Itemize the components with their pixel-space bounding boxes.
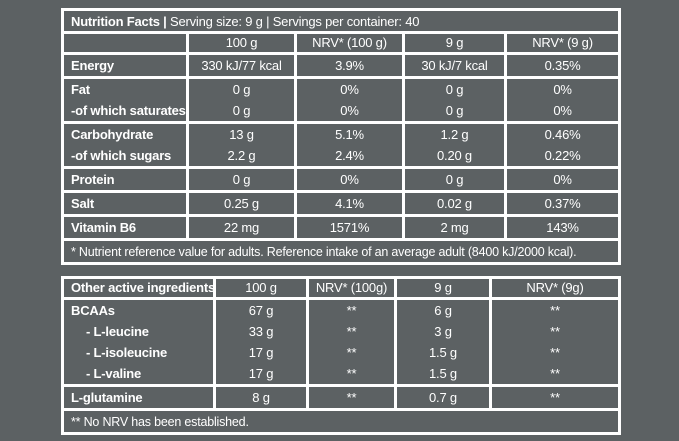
- nutrition-title-bold: Nutrition Facts |: [71, 13, 167, 29]
- cell-label: Protein: [61, 166, 189, 193]
- column-header-other-active-ingredients: Other active ingredients: [61, 276, 216, 300]
- ingredients-footnote-row: ** No NRV has been established.: [61, 408, 621, 435]
- cell-value: 0%: [294, 166, 405, 193]
- cell-value: 0.25 g: [186, 190, 297, 217]
- nutrition-facts-table: Nutrition Facts | Serving size: 9 g | Se…: [60, 8, 622, 265]
- cell-value: 0% 0%: [294, 76, 405, 124]
- column-header-100g: 100 g: [186, 31, 297, 55]
- cell-label: Energy: [61, 52, 189, 79]
- no-nrv-footnote: ** No NRV has been established.: [61, 408, 621, 435]
- cell-value: 0.46% 0.22%: [503, 121, 622, 169]
- cell-label: Carbohydrate -of which sugars: [61, 121, 189, 169]
- cell-value: 0 g 0 g: [402, 76, 507, 124]
- cell-value: **: [489, 384, 621, 411]
- cell-value: **: [306, 384, 397, 411]
- ingredients-column-header-row: Other active ingredients 100 g NRV* (100…: [61, 276, 621, 300]
- cell-value: 0 g: [402, 166, 507, 193]
- cell-value: 143%: [503, 214, 622, 241]
- nutrition-column-header-row: 100 g NRV* (100 g) 9 g NRV* (9 g): [61, 31, 622, 55]
- cell-label: BCAAs - L-leucine - L-isoleucine - L-val…: [61, 297, 216, 387]
- cell-label: Salt: [61, 190, 189, 217]
- cell-value: ** ** ** **: [489, 297, 621, 387]
- cell-value: 3.9%: [294, 52, 405, 79]
- column-header-9g: 9 g: [402, 31, 507, 55]
- cell-value: 67 g 33 g 17 g 17 g: [213, 297, 309, 387]
- nutrition-title: Nutrition Facts | Serving size: 9 g | Se…: [60, 8, 622, 34]
- column-header-100g: 100 g: [213, 276, 309, 300]
- cell-value: 1.2 g 0.20 g: [402, 121, 507, 169]
- row-l-glutamine: L-glutamine 8 g ** 0.7 g **: [61, 384, 621, 411]
- row-salt: Salt 0.25 g 4.1% 0.02 g 0.37%: [61, 190, 622, 217]
- column-header-blank: [61, 31, 189, 55]
- cell-value: 13 g 2.2 g: [186, 121, 297, 169]
- column-header-nrv-100g: NRV* (100g): [306, 276, 397, 300]
- column-header-nrv-9g: NRV* (9g): [489, 276, 621, 300]
- row-fat-group: Fat -of which saturates 0 g 0 g 0% 0% 0 …: [61, 76, 622, 124]
- cell-value: 4.1%: [294, 190, 405, 217]
- cell-value: 5.1% 2.4%: [294, 121, 405, 169]
- cell-label: L-glutamine: [61, 384, 216, 411]
- row-protein: Protein 0 g 0% 0 g 0%: [61, 166, 622, 193]
- cell-value: 0.02 g: [402, 190, 507, 217]
- cell-value: 22 mg: [186, 214, 297, 241]
- column-header-9g: 9 g: [394, 276, 492, 300]
- column-header-nrv-100g: NRV* (100 g): [294, 31, 405, 55]
- cell-value: 6 g 3 g 1.5 g 1.5 g: [394, 297, 492, 387]
- cell-value: 30 kJ/7 kcal: [402, 52, 507, 79]
- cell-label: Vitamin B6: [61, 214, 189, 241]
- cell-value: 0%: [503, 166, 622, 193]
- nutrition-title-rest: Serving size: 9 g | Servings per contain…: [170, 13, 420, 29]
- row-energy: Energy 330 kJ/77 kcal 3.9% 30 kJ/7 kcal …: [61, 52, 622, 79]
- cell-value: 0 g: [186, 166, 297, 193]
- row-carbohydrate-group: Carbohydrate -of which sugars 13 g 2.2 g…: [61, 121, 622, 169]
- cell-value: 0.7 g: [394, 384, 492, 411]
- active-ingredients-table: Other active ingredients 100 g NRV* (100…: [61, 276, 621, 435]
- table-gap: [61, 265, 618, 276]
- cell-value: 2 mg: [402, 214, 507, 241]
- row-vitamin-b6: Vitamin B6 22 mg 1571% 2 mg 143%: [61, 214, 622, 241]
- cell-value: 330 kJ/77 kcal: [186, 52, 297, 79]
- cell-value: 0.37%: [503, 190, 622, 217]
- column-header-nrv-9g: NRV* (9 g): [503, 31, 622, 55]
- cell-label: Fat -of which saturates: [61, 76, 189, 124]
- nutrition-title-row: Nutrition Facts | Serving size: 9 g | Se…: [60, 8, 622, 34]
- cell-value: 0 g 0 g: [186, 76, 297, 124]
- nutrition-label: Nutrition Facts | Serving size: 9 g | Se…: [60, 8, 622, 435]
- cell-value: 1571%: [294, 214, 405, 241]
- cell-value: 0.35%: [503, 52, 622, 79]
- nrv-footnote: * Nutrient reference value for adults. R…: [60, 238, 622, 265]
- cell-value: 0% 0%: [503, 76, 622, 124]
- cell-value: 8 g: [213, 384, 309, 411]
- nutrition-footnote-row: * Nutrient reference value for adults. R…: [60, 238, 622, 265]
- row-bcaas-group: BCAAs - L-leucine - L-isoleucine - L-val…: [61, 297, 621, 387]
- cell-value: ** ** ** **: [306, 297, 397, 387]
